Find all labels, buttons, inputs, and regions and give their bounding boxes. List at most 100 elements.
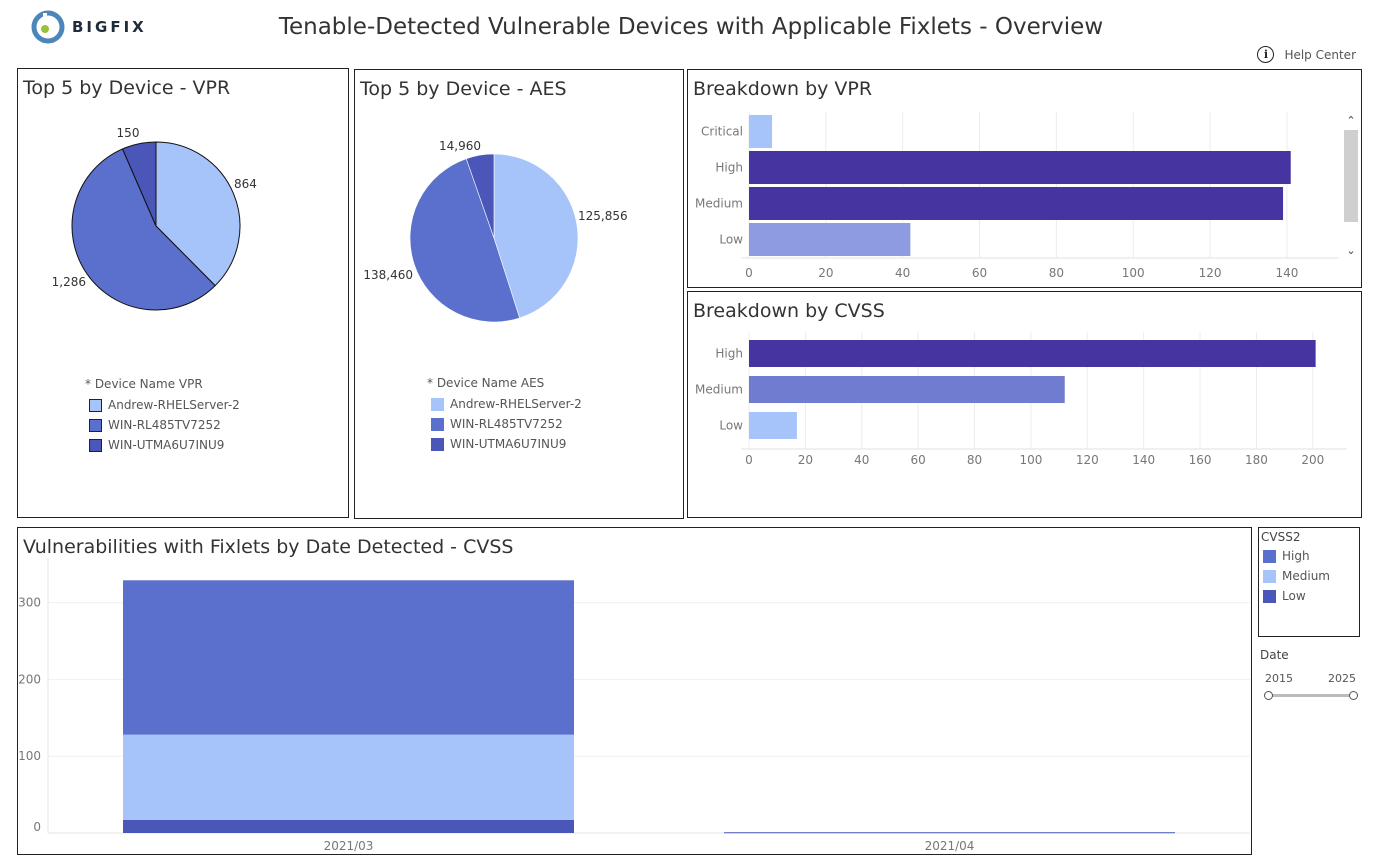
aes-pie-legend: * Device Name AES Andrew-RHELServer-2 WI… <box>427 376 582 454</box>
bar <box>749 340 1316 367</box>
x-tick-label: 180 <box>1245 453 1268 467</box>
bigfix-logo-icon <box>31 10 65 44</box>
date-slider-handle-min[interactable] <box>1264 691 1273 700</box>
legend-swatch-low <box>1263 589 1276 603</box>
aes-legend-item[interactable]: Andrew-RHELServer-2 <box>431 394 582 414</box>
date-filter-min: 2015 <box>1265 672 1293 685</box>
pie-value-label: 1,286 <box>52 275 86 289</box>
x-tick-label: 200 <box>1301 453 1324 467</box>
aes-pie-chart: 125,856 138,460 14,960 <box>363 139 628 323</box>
aes-pie-title: Top 5 by Device - AES <box>360 78 567 100</box>
y-category-label: High <box>715 347 743 361</box>
bigfix-logo-text: BIGFIX <box>72 18 147 36</box>
vpr-bar-chart: 0 20 40 60 80 100 120 140 Critical High Medium Low <box>695 112 1339 280</box>
x-tick-label: 60 <box>911 453 926 467</box>
cvss-bar-panel: Breakdown by CVSS 0 20 40 60 80 100 120 140 160 1… <box>687 291 1362 518</box>
legend-label: Andrew-RHELServer-2 <box>108 398 240 412</box>
vpr-pie-legend: * Device Name VPR Andrew-RHELServer-2 WI… <box>85 377 240 455</box>
legend-swatch-andrew <box>431 397 444 411</box>
y-category-label: Medium <box>695 383 743 397</box>
stacked-bar-segment <box>123 819 574 833</box>
cvss-bar-chart: 0 20 40 60 80 100 120 140 160 180 200 High Medium Low <box>695 332 1347 467</box>
scroll-up-icon[interactable]: ⌃ <box>1346 114 1356 127</box>
y-category-label: Low <box>719 233 743 247</box>
legend-swatch-rl485 <box>431 417 444 431</box>
date-filter-max: 2025 <box>1328 672 1356 685</box>
date-chart-title: Vulnerabilities with Fixlets by Date Det… <box>23 536 514 558</box>
legend-label: WIN-RL485TV7252 <box>450 417 563 431</box>
vpr-bar-title: Breakdown by VPR <box>693 78 873 100</box>
cvss2-legend-item-low[interactable]: Low <box>1263 589 1306 603</box>
date-filter: Date 2015 2025 <box>1260 648 1360 708</box>
x-category-label: 2021/03 <box>324 839 374 853</box>
pie-slice <box>71 148 216 311</box>
stacked-bar-segment <box>724 832 1175 834</box>
y-category-label: Critical <box>701 125 743 139</box>
legend-swatch-utma <box>89 438 102 452</box>
x-tick-label: 100 <box>1019 453 1042 467</box>
x-tick-label: 40 <box>854 453 869 467</box>
y-category-label: Medium <box>695 197 743 211</box>
date-filter-title: Date <box>1260 648 1289 662</box>
legend-swatch-rl485 <box>89 418 102 432</box>
legend-label: WIN-RL485TV7252 <box>108 418 221 432</box>
aes-pie-panel: Top 5 by Device - AES 125,856 138,460 14,9… <box>354 69 684 519</box>
legend-label: WIN-UTMA6U7INU9 <box>450 437 567 451</box>
cvss2-legend-item-medium[interactable]: Medium <box>1263 569 1330 583</box>
y-tick-label: 300 <box>18 596 41 610</box>
vpr-pie-chart: 864 1,286 150 <box>52 126 257 311</box>
x-tick-label: 20 <box>798 453 813 467</box>
cvss2-legend-item-high[interactable]: High <box>1263 549 1310 563</box>
date-stacked-chart: 0 100 200 300 2021/03 2021/04 <box>18 558 1250 853</box>
pie-value-label: 138,460 <box>363 268 413 282</box>
pie-value-label: 864 <box>234 177 257 191</box>
vpr-legend-item[interactable]: WIN-RL485TV7252 <box>89 415 240 435</box>
cvss-bar-title: Breakdown by CVSS <box>693 300 885 322</box>
bar <box>749 376 1065 403</box>
pie-slice <box>493 153 579 319</box>
date-slider-handle-max[interactable] <box>1349 691 1358 700</box>
scroll-thumb[interactable] <box>1344 130 1358 222</box>
x-tick-label: 80 <box>1049 266 1064 280</box>
date-chart-panel: Vulnerabilities with Fixlets by Date Det… <box>17 527 1252 855</box>
legend-label: WIN-UTMA6U7INU9 <box>108 438 225 452</box>
x-category-label: 2021/04 <box>925 839 975 853</box>
scroll-down-icon[interactable]: ⌄ <box>1346 244 1356 257</box>
legend-swatch-medium <box>1263 569 1276 583</box>
aes-pie-legend-title: * Device Name AES <box>427 376 545 390</box>
x-tick-label: 100 <box>1122 266 1145 280</box>
x-tick-label: 20 <box>818 266 833 280</box>
x-tick-label: 140 <box>1275 266 1298 280</box>
aes-legend-item[interactable]: WIN-UTMA6U7INU9 <box>431 434 582 454</box>
legend-swatch-andrew <box>89 398 102 412</box>
legend-label: Andrew-RHELServer-2 <box>450 397 582 411</box>
x-tick-label: 0 <box>745 453 753 467</box>
vpr-bar-panel: Breakdown by VPR 0 20 40 60 80 100 120 140 Criti… <box>687 69 1362 288</box>
bar <box>749 412 797 439</box>
vpr-legend-item[interactable]: Andrew-RHELServer-2 <box>89 395 240 415</box>
x-tick-label: 80 <box>967 453 982 467</box>
bar <box>749 223 911 256</box>
date-slider-track[interactable] <box>1268 694 1354 697</box>
x-tick-label: 0 <box>745 266 753 280</box>
y-category-label: High <box>715 161 743 175</box>
aes-legend-item[interactable]: WIN-RL485TV7252 <box>431 414 582 434</box>
bar <box>749 115 773 148</box>
legend-label: High <box>1282 549 1310 563</box>
x-tick-label: 40 <box>895 266 910 280</box>
vpr-legend-item[interactable]: WIN-UTMA6U7INU9 <box>89 435 240 455</box>
help-center-link[interactable]: i Help Center <box>1257 46 1356 63</box>
help-center-label: Help Center <box>1284 47 1356 62</box>
pie-value-label: 150 <box>117 126 140 140</box>
y-tick-label: 0 <box>33 820 41 834</box>
y-tick-label: 200 <box>18 672 41 686</box>
pie-value-label: 14,960 <box>439 139 481 153</box>
pie-value-label: 125,856 <box>578 209 628 223</box>
x-tick-label: 120 <box>1199 266 1222 280</box>
legend-label: Medium <box>1282 569 1330 583</box>
vpr-scrollbar[interactable]: ⌃ ⌄ <box>1344 114 1358 258</box>
cvss2-legend: CVSS2 High Medium Low <box>1258 527 1360 637</box>
bar <box>749 187 1284 220</box>
x-tick-label: 120 <box>1076 453 1099 467</box>
x-tick-label: 160 <box>1189 453 1212 467</box>
